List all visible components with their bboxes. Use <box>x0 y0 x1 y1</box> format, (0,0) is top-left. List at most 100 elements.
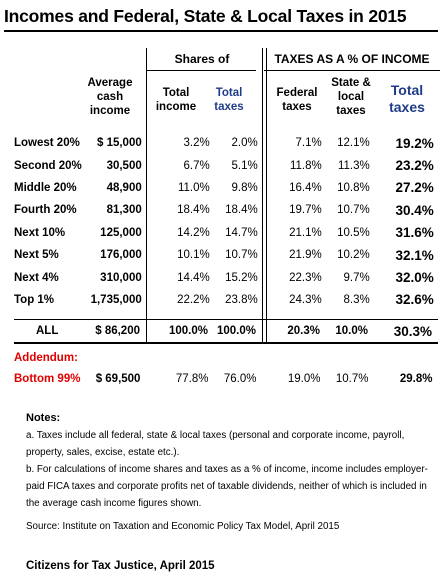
addendum-total: 29.8% <box>399 373 433 386</box>
row-federal: 7.1% <box>295 137 322 150</box>
table-row: Fourth 20% 81,300 18.4% 18.4% 19.7% 10.7% 30.4… <box>14 199 434 221</box>
all-row: ALL $ 86,200 100.0% 100.0% 20.3% 10.0% 3… <box>14 320 432 342</box>
row-label: Next 5% <box>14 249 59 262</box>
row-share-taxes: 15.2% <box>225 271 258 284</box>
addendum-share-taxes: 76.0% <box>223 373 257 386</box>
row-state-local: 9.7% <box>343 271 370 284</box>
row-share-income: 11.0% <box>177 181 210 194</box>
note-b: b. For calculations of income shares and… <box>26 464 428 509</box>
row-label: Middle 20% <box>14 181 77 194</box>
row-share-taxes: 9.8% <box>231 181 258 194</box>
row-share-taxes: 2.0% <box>231 137 258 150</box>
row-share-taxes: 5.1% <box>231 159 258 172</box>
table-row: Second 20% 30,500 6.7% 5.1% 11.8% 11.3% 23.2% <box>14 154 434 176</box>
federal-taxes-header: Federal taxes <box>276 87 318 113</box>
row-label: ALL <box>36 325 59 338</box>
divider-left <box>146 48 147 344</box>
row-total: 30.4% <box>395 202 434 218</box>
row-share-income: 6.7% <box>183 159 210 172</box>
note-source: Source: Institute on Taxation and Econom… <box>26 521 340 532</box>
divider-mid <box>262 48 263 344</box>
total-taxes-pct-header: Total taxes <box>389 82 425 115</box>
row-income: 81,300 <box>106 204 142 217</box>
row-label: Fourth 20% <box>14 204 77 217</box>
note-a: a. Taxes include all federal, state & lo… <box>26 430 405 458</box>
row-state-local: 10.8% <box>337 181 370 194</box>
state-local-taxes-header: State & local taxes <box>331 77 371 117</box>
addendum-title: Addendum: <box>14 352 78 364</box>
row-income: $ 15,000 <box>96 137 142 150</box>
all-row-top-rule <box>14 319 438 320</box>
row-share-taxes: 18.4% <box>225 204 258 217</box>
row-state-local: 11.3% <box>337 159 370 172</box>
row-federal: 20.3% <box>287 325 320 338</box>
row-income: 30,500 <box>106 159 142 172</box>
row-label: Second 20% <box>14 159 82 172</box>
row-federal: 11.8% <box>289 159 322 172</box>
row-share-income: 14.4% <box>177 271 210 284</box>
table-row: Top 1% 1,735,000 22.2% 23.8% 24.3% 8.3% 32.6% <box>14 289 434 311</box>
row-federal: 16.4% <box>289 181 322 194</box>
row-income: 48,900 <box>106 181 142 194</box>
addendum-label: Bottom 99% <box>14 373 81 386</box>
row-state-local: 12.1% <box>337 137 370 150</box>
row-total: 30.3% <box>393 323 432 339</box>
row-state-local: 10.7% <box>337 204 370 217</box>
row-state-local: 10.5% <box>337 226 370 239</box>
income-tax-table: Lowest 20% $ 15,000 3.2% 2.0% 7.1% 12.1% 19.2%… <box>14 132 434 311</box>
row-total: 19.2% <box>395 135 434 151</box>
row-share-taxes: 14.7% <box>225 226 258 239</box>
row-total: 32.0% <box>395 270 434 286</box>
row-income: 310,000 <box>100 271 142 284</box>
addendum-federal: 19.0% <box>287 373 321 386</box>
row-share-income: 3.2% <box>183 137 210 150</box>
notes-section: Notes: a. Taxes include all federal, sta… <box>26 410 430 535</box>
all-row-bottom-rule <box>14 342 438 344</box>
table-row: Next 4% 310,000 14.4% 15.2% 22.3% 9.7% 32.0% <box>14 266 434 288</box>
table-row: Next 5% 176,000 10.1% 10.7% 21.9% 10.2% 32.1% <box>14 244 434 266</box>
row-share-income: 22.2% <box>177 293 210 306</box>
row-total: 27.2% <box>395 180 434 196</box>
row-label: Next 4% <box>14 271 59 284</box>
row-federal: 22.3% <box>289 271 322 284</box>
footer-credit: Citizens for Tax Justice, April 2015 <box>26 560 215 572</box>
page-title: Incomes and Federal, State & Local Taxes… <box>4 4 438 28</box>
share-total-taxes-header: Total taxes <box>214 87 244 113</box>
addendum-table: Bottom 99% $ 69,500 77.8% 76.0% 19.0% 10… <box>14 368 432 390</box>
row-share-taxes: 100.0% <box>216 325 256 338</box>
row-total: 32.6% <box>395 292 434 308</box>
table-row: Middle 20% 48,900 11.0% 9.8% 16.4% 10.8% 27.2% <box>14 177 434 199</box>
shares-of-header: Shares of <box>174 52 230 66</box>
row-share-income: 18.4% <box>177 204 210 217</box>
row-total: 31.6% <box>395 225 434 241</box>
table-row: Next 10% 125,000 14.2% 14.7% 21.1% 10.5% 31.6% <box>14 222 434 244</box>
total-income-header: Total income <box>155 87 197 113</box>
avg-income-header: Average cash income <box>87 77 133 117</box>
title-divider <box>4 30 438 32</box>
row-total: 23.2% <box>395 158 434 174</box>
row-state-local: 10.2% <box>337 249 370 262</box>
row-share-income: 10.1% <box>177 249 210 262</box>
row-label: Next 10% <box>14 226 66 239</box>
row-label: Lowest 20% <box>14 137 80 150</box>
row-federal: 24.3% <box>289 293 322 306</box>
row-income: 125,000 <box>100 226 142 239</box>
row-label: Top 1% <box>14 293 55 306</box>
row-share-income: 14.2% <box>177 226 210 239</box>
row-state-local: 10.0% <box>335 325 368 338</box>
row-share-taxes: 10.7% <box>225 249 258 262</box>
row-income: 176,000 <box>100 249 142 262</box>
row-share-income: 100.0% <box>168 325 208 338</box>
taxes-pct-header: TAXES AS A % OF INCOME <box>274 52 430 66</box>
all-row-table: ALL $ 86,200 100.0% 100.0% 20.3% 10.0% 3… <box>14 320 432 342</box>
row-federal: 21.9% <box>289 249 322 262</box>
row-share-taxes: 23.8% <box>225 293 258 306</box>
row-federal: 21.1% <box>289 226 322 239</box>
taxes-pct-rule <box>264 70 440 71</box>
addendum-income: $ 69,500 <box>95 373 141 386</box>
shares-of-rule <box>146 70 256 71</box>
addendum-share-income: 77.8% <box>175 373 209 386</box>
divider-right <box>266 48 267 344</box>
row-total: 32.1% <box>395 247 434 263</box>
row-federal: 19.7% <box>289 204 322 217</box>
